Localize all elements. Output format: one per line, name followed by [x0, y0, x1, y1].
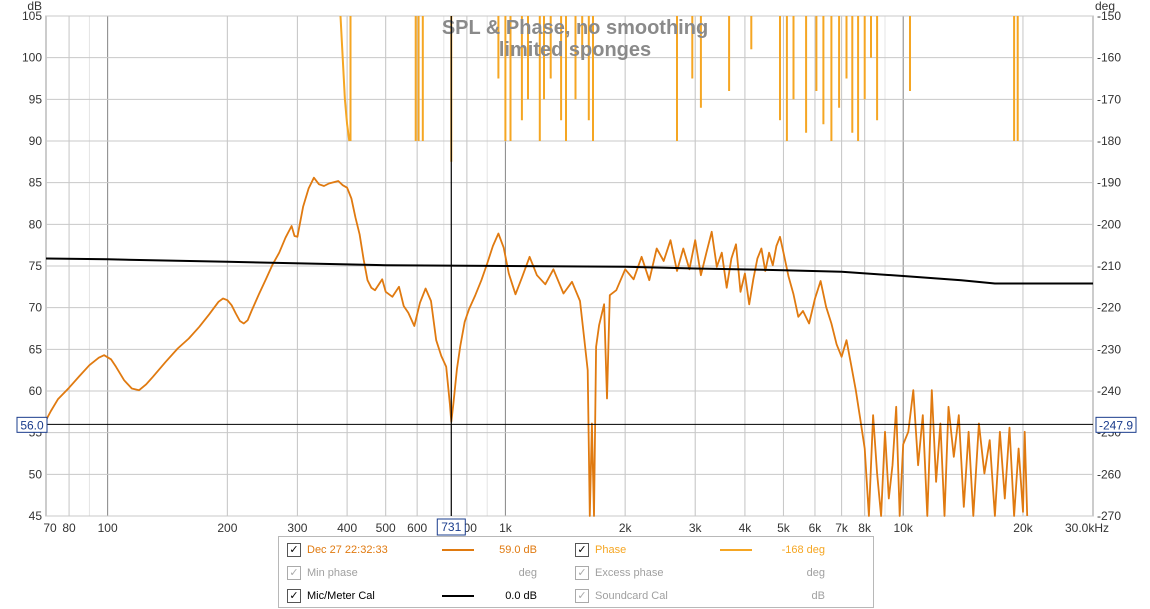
legend-label: Min phase [307, 567, 358, 579]
cursor-x-box [436, 518, 466, 536]
x-tick-label: 70 [43, 521, 57, 535]
y-left-unit: dB [27, 0, 42, 13]
legend-label: Dec 27 22:32:33 [307, 544, 388, 556]
legend-checkbox: ✓ [575, 589, 589, 603]
legend-value: 0.0 dB [505, 590, 537, 602]
x-tick-label: 200 [217, 521, 237, 535]
y-right-tick-label: -160 [1097, 51, 1121, 65]
legend-item-soundcard-cal: ✓ Soundcard Cal dB [575, 586, 845, 606]
legend-label: Phase [595, 544, 627, 556]
y-right-tick-label: -150 [1097, 9, 1121, 23]
y-left-tick-label: 105 [22, 9, 42, 23]
x-tick-label: 100 [98, 521, 118, 535]
legend-panel: ✓ Dec 27 22:32:33 59.0 dB ✓ Phase -168 deg ✓ Mi… [278, 536, 874, 608]
y-left-tick-label: 60 [29, 384, 43, 398]
y-right-tick-label: -190 [1097, 176, 1121, 190]
legend-checkbox: ✓ [575, 566, 589, 580]
legend-label: Excess phase [595, 567, 664, 579]
cursor-y-left-box [16, 416, 48, 433]
x-tick-label: 8k [858, 521, 872, 535]
y-left-tick-label: 100 [22, 51, 42, 65]
legend-label: Mic/Meter Cal [307, 590, 375, 602]
legend-item-min-phase: ✓ Min phase deg [287, 563, 557, 583]
y-right-tick-label: -170 [1097, 92, 1121, 106]
x-tick-label: 5k [777, 521, 791, 535]
series-dec-27-22-32-33-line [45, 176, 1029, 517]
y-left-tick-label: 85 [29, 176, 43, 190]
legend-value: dB [811, 590, 825, 602]
y-right-tick-label: -270 [1097, 509, 1121, 523]
cursor-y-right-box [1095, 416, 1137, 433]
y-left-tick-label: 70 [29, 301, 43, 315]
legend-value: 59.0 dB [499, 544, 537, 556]
x-tick-label: 2k [619, 521, 633, 535]
legend-swatch [442, 595, 474, 597]
x-tick-label: 1k [499, 521, 513, 535]
cursor-y-left-label: 56.0 [20, 418, 44, 432]
series-mic-meter-cal-line [45, 257, 1093, 285]
y-right-unit: deg [1095, 0, 1115, 13]
x-tick-label: 20k [1013, 521, 1033, 535]
chart-subtitle: limited sponges [499, 39, 651, 61]
chart-title: SPL & Phase, no smoothing [442, 17, 708, 39]
y-left-tick-label: 50 [29, 467, 43, 481]
legend-swatch [442, 549, 474, 551]
x-tick-label: 6k [809, 521, 823, 535]
y-right-tick-label: -220 [1097, 301, 1121, 315]
series-phase-segment [339, 15, 351, 142]
cursor-y-right-label: -247.9 [1099, 418, 1133, 432]
cursor-x-label: 731 [441, 520, 461, 534]
y-right-tick-label: -200 [1097, 217, 1121, 231]
y-left-tick-label: 80 [29, 217, 43, 231]
y-right-tick-label: -230 [1097, 342, 1121, 356]
spl-phase-chart[interactable]: 1051009590858075706560555045-150-160-170… [0, 0, 1150, 536]
x-tick-label: 400 [337, 521, 357, 535]
y-left-tick-label: 45 [29, 509, 43, 523]
legend-checkbox: ✓ [287, 566, 301, 580]
legend-value: deg [806, 567, 825, 579]
y-right-tick-label: -180 [1097, 134, 1121, 148]
legend-checkbox[interactable]: ✓ [287, 543, 301, 557]
y-left-tick-label: 90 [29, 134, 43, 148]
x-tick-label: 80 [62, 521, 76, 535]
y-left-tick-label: 75 [29, 259, 43, 273]
x-tick-label: 7k [835, 521, 849, 535]
legend-checkbox[interactable]: ✓ [287, 589, 301, 603]
legend-checkbox[interactable]: ✓ [575, 543, 589, 557]
x-tick-label: 500 [376, 521, 396, 535]
y-right-tick-label: -240 [1097, 384, 1121, 398]
legend-value: -168 deg [781, 544, 825, 556]
x-tick-label: 600 [407, 521, 427, 535]
x-tick-label: 4k [739, 521, 753, 535]
y-left-tick-label: 95 [29, 92, 43, 106]
legend-value: deg [518, 567, 537, 579]
x-tick-label: 30.0kHz [1065, 521, 1109, 535]
legend-item-phase: ✓ Phase -168 deg [575, 540, 845, 560]
legend-item-dec-27-22-32-33: ✓ Dec 27 22:32:33 59.0 dB [287, 540, 557, 560]
x-tick-label: 300 [287, 521, 307, 535]
y-right-tick-label: -210 [1097, 259, 1121, 273]
x-tick-label: 10k [894, 521, 914, 535]
legend-item-excess-phase: ✓ Excess phase deg [575, 563, 845, 583]
legend-label: Soundcard Cal [595, 590, 668, 602]
legend-swatch [720, 549, 752, 551]
y-right-tick-label: -260 [1097, 467, 1121, 481]
x-tick-label: 3k [689, 521, 703, 535]
y-left-tick-label: 65 [29, 342, 43, 356]
legend-item-mic-meter-cal: ✓ Mic/Meter Cal 0.0 dB [287, 586, 557, 606]
